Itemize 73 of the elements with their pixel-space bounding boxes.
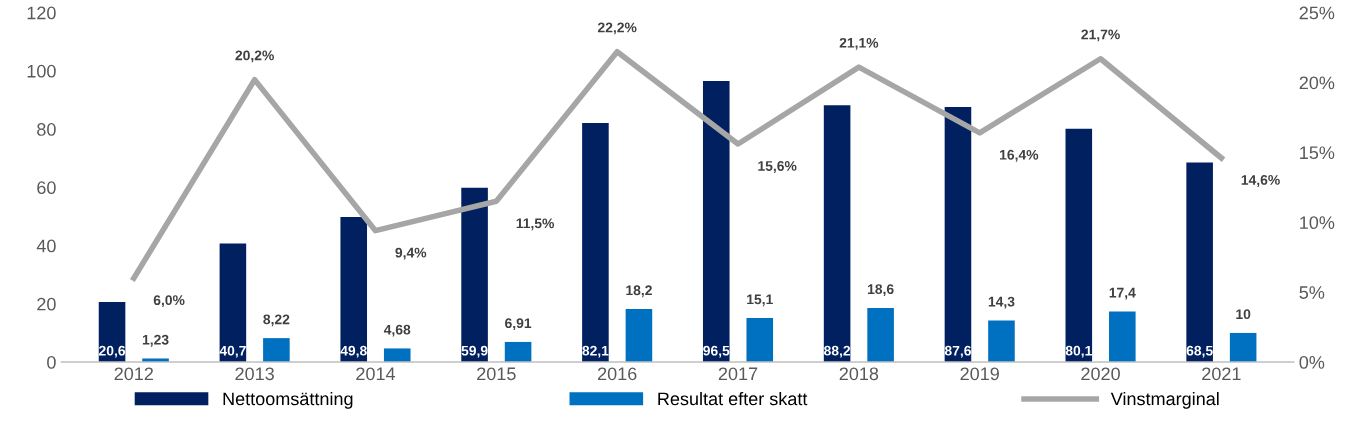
y-tick-label: 60 xyxy=(37,181,56,195)
x-tick-label: 2020 xyxy=(1081,367,1120,381)
bar xyxy=(746,318,774,363)
x-tick-label: 2016 xyxy=(598,367,637,381)
y-tick-label: 120 xyxy=(27,6,56,20)
data-label: 17,4 xyxy=(1109,287,1136,300)
data-label: 4,68 xyxy=(383,324,411,337)
y2-tick-label: 15% xyxy=(1300,146,1335,160)
data-label: 14,6% xyxy=(1241,175,1280,187)
bar xyxy=(461,187,488,363)
x-tick-label: 2013 xyxy=(235,367,274,381)
bar xyxy=(263,338,290,363)
data-label: 21,7% xyxy=(1081,29,1120,42)
y-tick-label: 20 xyxy=(37,297,56,311)
x-tick-label: 2014 xyxy=(356,367,396,381)
data-label: 9,4% xyxy=(395,247,427,260)
data-label: 1,23 xyxy=(142,334,169,347)
data-label: 10 xyxy=(1236,309,1251,320)
data-label: 14,3 xyxy=(988,296,1015,309)
bar xyxy=(504,341,532,363)
y-tick-label: 80 xyxy=(37,123,56,136)
x-tick-label: 2015 xyxy=(477,367,516,381)
data-label: 6,0% xyxy=(153,295,185,308)
bar xyxy=(702,81,730,363)
y-tick-label: 100 xyxy=(27,64,56,78)
legend-label: Nettoomsättning xyxy=(223,392,353,409)
y2-tick-label: 0% xyxy=(1299,355,1325,369)
data-label: 15,6% xyxy=(758,161,797,173)
legend-label: Vinstmarginal xyxy=(1110,392,1219,409)
x-tick-label: 2018 xyxy=(839,367,879,381)
bar xyxy=(219,243,247,363)
data-label: 80,1 xyxy=(1065,345,1092,358)
data-label: 20,6 xyxy=(99,345,126,358)
data-label: 88,2 xyxy=(824,345,851,358)
y2-tick-label: 10% xyxy=(1300,216,1335,230)
data-label: 11,5% xyxy=(516,218,555,231)
bar xyxy=(340,217,368,363)
data-label: 8,22 xyxy=(263,314,290,327)
bar xyxy=(383,348,411,363)
bar xyxy=(867,307,894,363)
data-label: 18,6 xyxy=(867,284,894,297)
bar xyxy=(1229,332,1257,363)
data-label: 21,1% xyxy=(839,37,879,50)
x-tick-label: 2021 xyxy=(1202,367,1241,381)
bar xyxy=(944,106,972,363)
data-label: 96,5 xyxy=(703,345,730,358)
y2-tick-label: 25% xyxy=(1299,6,1335,20)
y-tick-label: 40 xyxy=(36,239,56,253)
x-tick-label: 2012 xyxy=(114,367,153,381)
bar xyxy=(988,320,1015,363)
data-label: 49,8 xyxy=(340,345,367,358)
data-label: 22,2% xyxy=(597,22,637,35)
bar xyxy=(625,309,653,363)
data-label: 68,5 xyxy=(1186,345,1213,358)
data-label: 6,91 xyxy=(505,318,532,331)
data-label: 18,2 xyxy=(626,285,652,298)
bar xyxy=(1065,128,1093,363)
y-tick-label: 0 xyxy=(47,355,56,369)
bar xyxy=(1109,311,1136,363)
data-label: 87,6 xyxy=(944,345,971,358)
data-label: 20,2% xyxy=(235,50,274,63)
data-label: 59,9 xyxy=(461,345,488,358)
data-label: 16,4% xyxy=(1000,149,1039,162)
data-label: 15,1 xyxy=(747,294,773,307)
x-tick-label: 2017 xyxy=(718,367,758,381)
data-label: 82,1 xyxy=(582,345,609,358)
bar xyxy=(823,105,851,363)
x-tick-label: 2019 xyxy=(960,367,999,381)
bar xyxy=(582,122,609,363)
bar xyxy=(1186,162,1213,363)
legend-label: Resultat efter skatt xyxy=(658,392,808,406)
y2-tick-label: 20% xyxy=(1299,76,1335,90)
y2-tick-label: 5% xyxy=(1299,286,1325,299)
